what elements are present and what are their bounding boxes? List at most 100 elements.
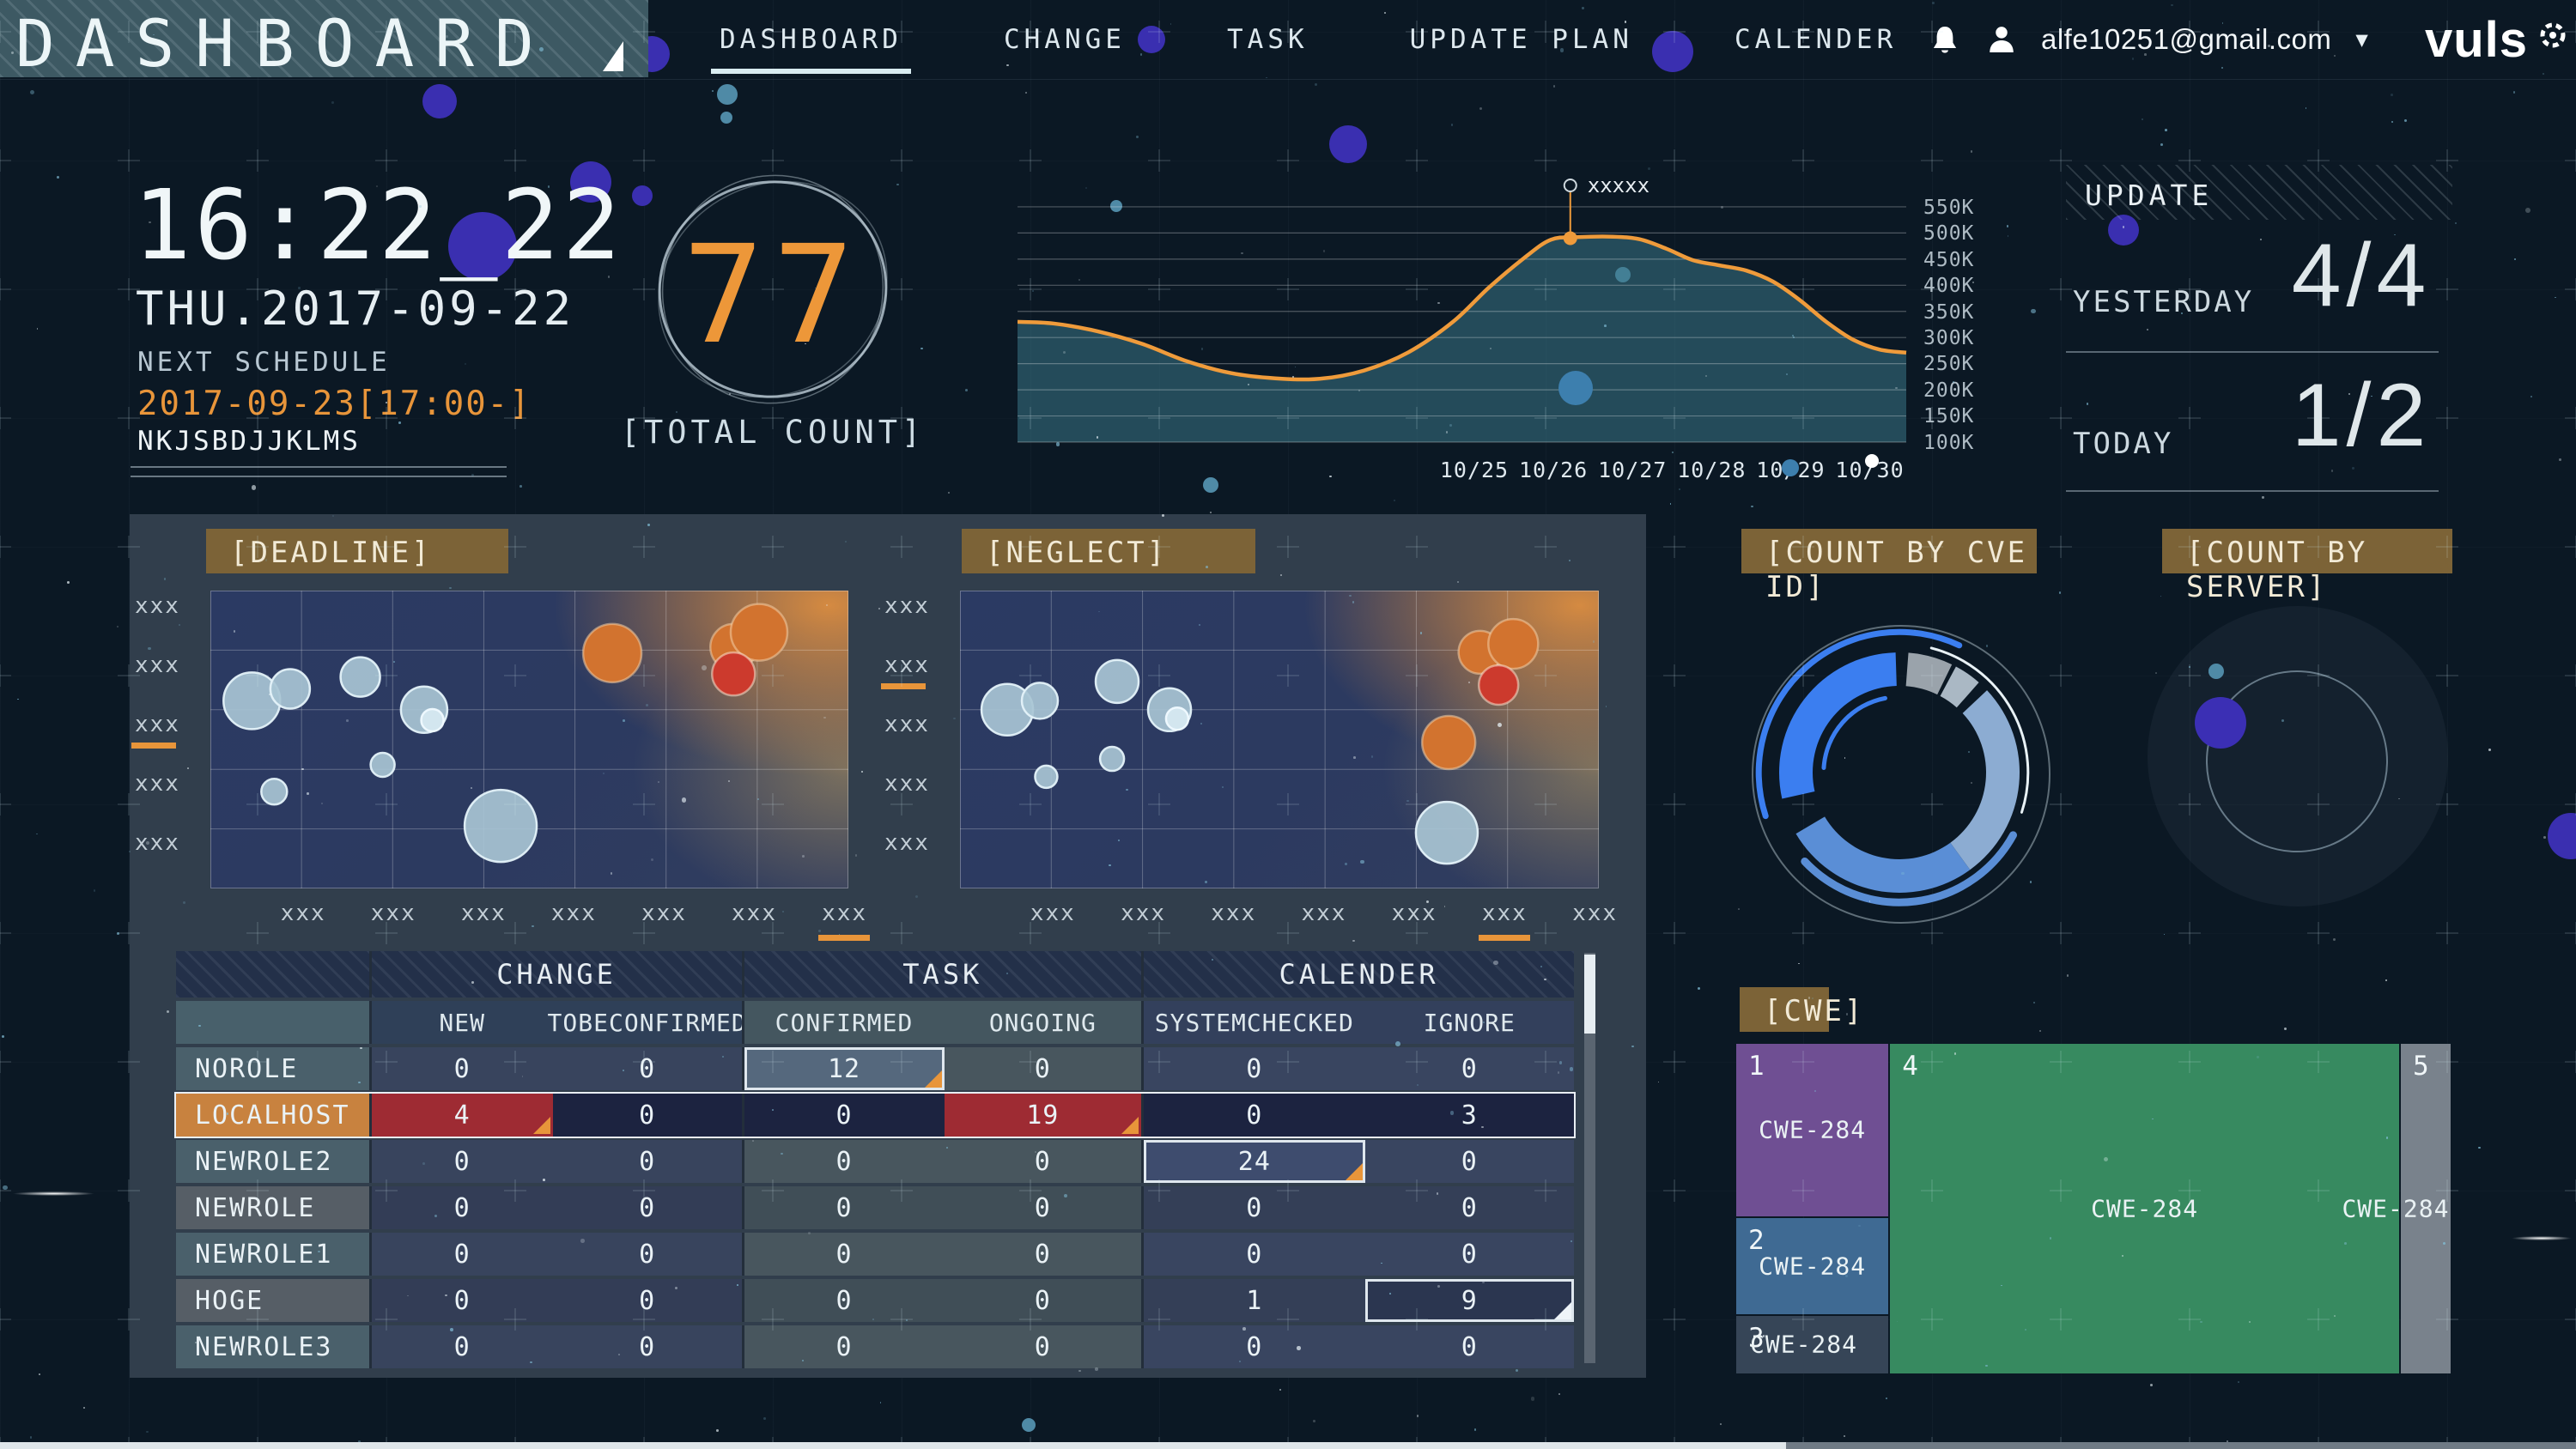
target-icon	[2540, 22, 2566, 48]
logo-box: DASHBOARD	[0, 0, 648, 82]
deadline-x-underline	[818, 935, 871, 941]
table-row-localhost[interactable]: LOCALHOST 4 0 0 19 0 3	[174, 1092, 1576, 1138]
neglect-x-label: xxx	[1301, 900, 1347, 926]
neglect-x-label: xxx	[1391, 900, 1437, 926]
table-row-hoge[interactable]: HOGE 0 0 0 0 1 9	[176, 1279, 1574, 1322]
treemap-cell-number: 1	[1748, 1051, 1765, 1082]
header-right: alfe10251@gmail.com ▼	[1928, 0, 2368, 79]
deadline-x-label: xxx	[732, 900, 777, 926]
treemap-cell-3[interactable]: 3 CWE-284	[1736, 1315, 1889, 1373]
table-group-header-row: CHANGE TASK CALENDER	[176, 951, 1574, 997]
nav-item-calender[interactable]: CALENDER	[1734, 24, 1898, 55]
row-label-newrole2: NEWROLE2	[176, 1140, 369, 1183]
status-table: CHANGE TASK CALENDER NEW TOBECONFIRMED CONFIR…	[174, 951, 1576, 1372]
table-row-newrole2[interactable]: NEWROLE2 0 0 0 0 24 0	[176, 1140, 1574, 1183]
logo-fold-triangle	[603, 41, 623, 71]
server-title-bar: [COUNT BY SERVER]	[2162, 529, 2452, 604]
neglect-y-label: xxx	[884, 593, 930, 619]
table-row-norole[interactable]: NOROLE 0 0 12 0 0 0	[176, 1047, 1574, 1090]
update-panel-header: UPDATE	[2066, 165, 2452, 220]
treemap-cell-label: CWE-284	[2091, 1194, 2199, 1223]
cell-hoge-confirmed: 0	[741, 1279, 945, 1322]
cell-newrole-ignore: 0	[1364, 1186, 1574, 1229]
cell-hoge-new: 0	[368, 1279, 553, 1322]
total-count-label: [TOTAL COUNT]	[620, 414, 926, 451]
treemap-cell-2[interactable]: 2 CWE-284	[1736, 1217, 1889, 1314]
trend-x-tick: 10/25	[1439, 458, 1510, 482]
cell-norole-systemchecked: 0	[1141, 1047, 1365, 1090]
row-label-hoge: HOGE	[176, 1279, 369, 1322]
treemap-cell-number: 3	[1748, 1322, 1765, 1354]
cve-donut-chart	[1755, 628, 2030, 906]
cell-localhost-confirmed: 0	[741, 1094, 945, 1137]
neglect-x-label: xxx	[1121, 900, 1167, 926]
cell-newrole3-ignore: 0	[1364, 1325, 1574, 1368]
cell-hoge-systemchecked: 1	[1141, 1279, 1365, 1322]
chevron-down-icon[interactable]: ▼	[2355, 27, 2368, 52]
person-icon[interactable]	[1984, 23, 2019, 56]
update-row-label: YESTERDAY	[2073, 285, 2255, 319]
nav-item-dashboard[interactable]: DASHBOARD	[711, 24, 911, 74]
trend-y-tick: 250K	[1923, 353, 1975, 376]
neglect-y-label: xxx	[884, 830, 930, 857]
app-logo: DASHBOARD	[15, 5, 555, 82]
cell-newrole-ongoing: 0	[944, 1186, 1142, 1229]
deadline-x-label: xxx	[641, 900, 687, 926]
trend-y-tick: 400K	[1923, 275, 1975, 298]
neglect-x-label: xxx	[1572, 900, 1619, 926]
table-scrollbar[interactable]	[1584, 953, 1595, 1363]
clock-divider	[131, 466, 507, 477]
table-row-newrole[interactable]: NEWROLE 0 0 0 0 0 0	[176, 1186, 1574, 1229]
table-row-newrole1[interactable]: NEWROLE1 0 0 0 0 0 0	[176, 1233, 1574, 1276]
cell-newrole3-new: 0	[368, 1325, 553, 1368]
table-group-header-task: TASK	[741, 951, 1142, 997]
server-ring	[2205, 670, 2388, 852]
deadline-y-label: xxx	[135, 712, 180, 738]
trend-x-axis: 10/25 10/26 10/27 10/28 10/29 10/30	[1018, 458, 1906, 483]
deadline-x-label: xxx	[370, 900, 416, 926]
cve-title-bar: [COUNT BY CVE ID]	[1741, 529, 2037, 604]
trend-y-tick: 350K	[1923, 300, 1975, 324]
update-row-divider	[2066, 490, 2439, 492]
table-row-newrole3[interactable]: NEWROLE3 0 0 0 0 0 0	[176, 1325, 1574, 1368]
cell-newrole3-tobeconfirmed: 0	[552, 1325, 742, 1368]
svg-text:xxxxx: xxxxx	[1588, 173, 1649, 197]
cell-localhost-tobeconfirmed: 0	[552, 1094, 742, 1137]
deadline-x-label: xxx	[822, 900, 868, 926]
cell-norole-new: 0	[368, 1047, 553, 1090]
deadline-title-bar: [DEADLINE]	[206, 529, 508, 573]
treemap-cell-label: CWE-284	[2342, 1194, 2450, 1223]
cve-donut-outline	[1752, 625, 2050, 924]
cwe-title-bar: [CWE]	[1740, 987, 1862, 1032]
neglect-y-label: xxx	[884, 771, 930, 797]
cell-newrole1-systemchecked: 0	[1141, 1233, 1365, 1276]
update-row-value: 1/2	[2291, 366, 2432, 465]
nav-item-update-plan[interactable]: UPDATE PLAN	[1409, 24, 1633, 55]
update-row-label: TODAY	[2073, 427, 2174, 461]
bell-icon[interactable]	[1928, 23, 1962, 56]
treemap-cell-5[interactable]: 5 CWE-284	[2342, 1044, 2451, 1373]
cell-hoge-ignore: 9	[1364, 1279, 1574, 1322]
cell-newrole2-systemchecked: 24	[1141, 1140, 1365, 1183]
bottom-bar-left	[0, 1442, 1786, 1449]
user-email[interactable]: alfe10251@gmail.com	[2041, 23, 2332, 55]
treemap-cell-4[interactable]: 4 CWE-284	[1890, 1044, 2399, 1373]
trend-x-tick: 10/29	[1756, 458, 1826, 482]
cell-newrole3-systemchecked: 0	[1141, 1325, 1365, 1368]
cell-hoge-ongoing: 0	[944, 1279, 1142, 1322]
cell-newrole3-ongoing: 0	[944, 1325, 1142, 1368]
table-col-header-new: NEW	[368, 1001, 553, 1044]
treemap-cell-1[interactable]: 1 CWE-284	[1736, 1044, 1889, 1216]
cell-newrole1-ongoing: 0	[944, 1233, 1142, 1276]
treemap-cell-label: CWE-284	[1750, 1330, 1858, 1359]
deadline-y-label: xxx	[135, 771, 180, 797]
cell-newrole2-tobeconfirmed: 0	[552, 1140, 742, 1183]
deadline-x-label: xxx	[280, 900, 326, 926]
nav-item-task[interactable]: TASK	[1226, 24, 1309, 55]
next-schedule-code: NKJSBDJJKLMS	[137, 426, 361, 457]
cell-newrole-tobeconfirmed: 0	[552, 1186, 742, 1229]
table-scrollbar-thumb[interactable]	[1584, 955, 1595, 1034]
nav-item-change[interactable]: CHANGE	[1003, 24, 1126, 55]
trend-y-tick: 300K	[1923, 327, 1975, 349]
